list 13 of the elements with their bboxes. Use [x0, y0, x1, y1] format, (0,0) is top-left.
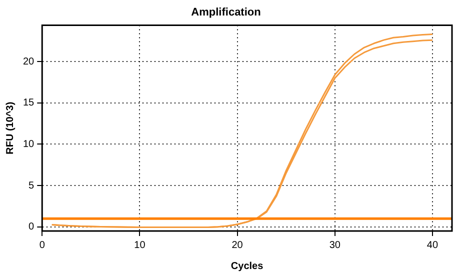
chart-title: Amplification [191, 6, 262, 19]
x-tick-label: 30 [329, 240, 341, 251]
y-tick-label: 20 [23, 56, 35, 68]
x-tick-label: 10 [134, 240, 146, 251]
x-tick-label: 0 [39, 240, 46, 251]
y-tick-label: 0 [28, 222, 35, 233]
x-tick-label: 40 [426, 240, 438, 251]
x-axis-title: Cycles [230, 260, 264, 272]
y-tick-label: 10 [23, 138, 35, 150]
y-tick-label: 5 [28, 180, 35, 192]
y-axis-title: RFU (10^3) [4, 102, 16, 154]
x-tick-label: 20 [232, 240, 244, 251]
y-tick-label: 15 [23, 98, 35, 109]
